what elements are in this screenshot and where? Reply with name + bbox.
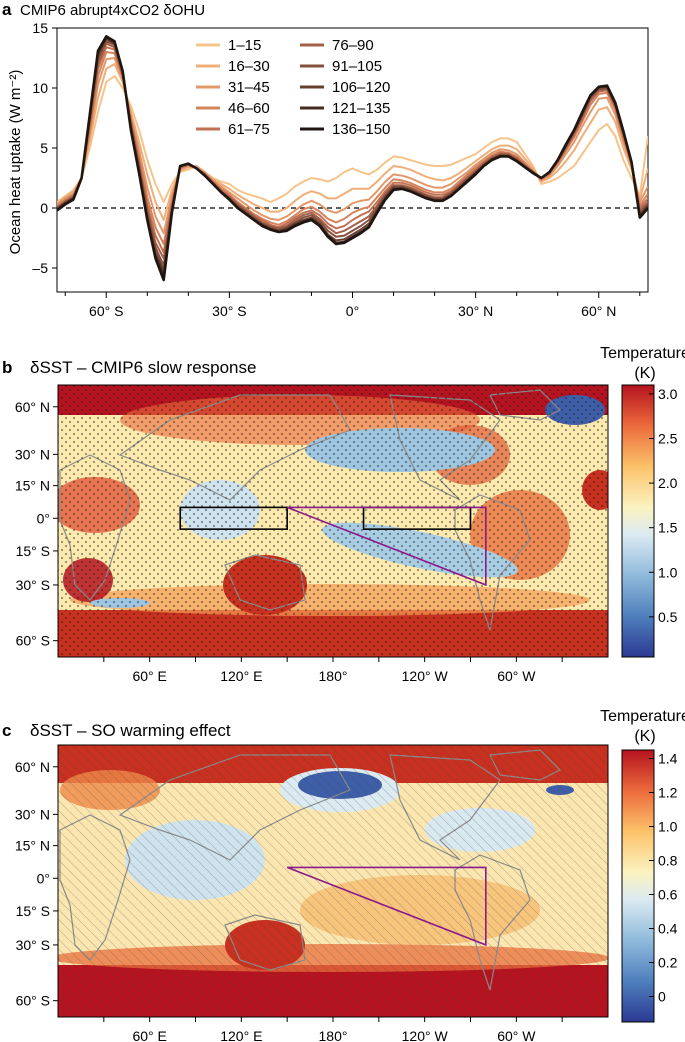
colorbar-tick-label: 2.0 bbox=[658, 475, 678, 491]
panel-b-stippling bbox=[58, 385, 608, 657]
panel-c-colorbar-ticks: 1.4 1.2 1.0 0.8 0.6 0.4 0.2 0 bbox=[649, 751, 678, 1005]
lon-tick-label: 120° E bbox=[220, 668, 262, 684]
colorbar-tick-label: 3.0 bbox=[658, 386, 678, 402]
series-line bbox=[57, 35, 648, 282]
lat-tick-label: 15° S bbox=[16, 543, 50, 559]
legend-label: 16–30 bbox=[228, 58, 270, 75]
legend-label: 31–45 bbox=[228, 79, 270, 96]
colorbar-tick-label: 2.5 bbox=[658, 431, 678, 447]
panel-b-map bbox=[58, 385, 608, 657]
lat-tick-label: 60° N bbox=[15, 399, 50, 415]
panel-b-lat-ticks: 60° N 30° N 15° N 0° 15° S 30° S 60° S bbox=[15, 399, 58, 649]
panel-a-y-ticks: 15 10 5 0 –5 bbox=[32, 20, 57, 276]
panel-b-title: δSST – CMIP6 slow response bbox=[30, 358, 256, 377]
panel-a: a CMIP6 abrupt4xCO2 δOHU Ocean heat upta… bbox=[2, 0, 649, 319]
legend-label: 136–150 bbox=[332, 121, 390, 138]
lon-tick-label: 120° W bbox=[402, 1028, 449, 1042]
colorbar-tick-label: 0.6 bbox=[658, 887, 678, 903]
x-tick-label: 30° N bbox=[458, 303, 493, 319]
colorbar-tick-label: 0 bbox=[658, 989, 666, 1005]
colorbar-tick-label: 0.2 bbox=[658, 955, 678, 971]
lat-tick-label: 60° S bbox=[16, 993, 50, 1009]
panel-b-colorbar-unit: (K) bbox=[634, 365, 655, 382]
series-line bbox=[57, 75, 648, 203]
colorbar-tick-label: 1.5 bbox=[658, 520, 678, 536]
colorbar-tick-label: 0.8 bbox=[658, 853, 678, 869]
lon-tick-label: 60° W bbox=[497, 668, 536, 684]
series-line bbox=[57, 63, 648, 221]
panel-b-colorbar-ticks: 3.0 2.5 2.0 1.5 1.0 0.5 bbox=[649, 386, 678, 625]
panel-c-hatching bbox=[58, 745, 608, 1017]
legend-label: 46–60 bbox=[228, 100, 270, 117]
region-box bbox=[179, 506, 288, 530]
colorbar-tick-label: 0.5 bbox=[658, 609, 678, 625]
y-tick-label: –5 bbox=[32, 260, 48, 276]
x-tick-label: 60° N bbox=[581, 303, 616, 319]
lat-tick-label: 15° N bbox=[15, 838, 50, 854]
panel-a-x-ticks: 60° S 30° S 0° 30° N 60° N bbox=[64, 292, 641, 319]
legend-label: 1–15 bbox=[228, 37, 261, 54]
panel-b: b δSST – CMIP6 slow response Temperature… bbox=[2, 345, 685, 684]
panel-c: c δSST – SO warming effect Temperature (… bbox=[2, 708, 685, 1042]
panel-b-letter: b bbox=[2, 358, 12, 377]
panel-c-lon-ticks: 60° E 120° E 180° 120° W 60° W bbox=[103, 1017, 563, 1042]
panel-a-legend: 1–15 16–30 31–45 46–60 61–75 76–90 91–105 106–1… bbox=[196, 37, 390, 138]
y-tick-label: 15 bbox=[32, 20, 48, 36]
series-line bbox=[57, 46, 648, 254]
panel-b-colorbar-title: Temperature bbox=[600, 345, 685, 362]
panel-a-series-lines bbox=[57, 35, 648, 282]
lat-tick-label: 15° S bbox=[16, 903, 50, 919]
lon-tick-label: 180° bbox=[319, 1028, 348, 1042]
y-tick-label: 5 bbox=[40, 140, 48, 156]
lon-tick-label: 120° E bbox=[220, 1028, 262, 1042]
lat-tick-label: 60° S bbox=[16, 633, 50, 649]
lon-tick-label: 60° W bbox=[497, 1028, 536, 1042]
colorbar-tick-label: 1.0 bbox=[658, 819, 678, 835]
legend-label: 91–105 bbox=[332, 58, 382, 75]
series-line bbox=[57, 57, 648, 235]
lat-tick-label: 30° S bbox=[16, 577, 50, 593]
x-tick-label: 60° S bbox=[89, 303, 123, 319]
lat-tick-label: 30° N bbox=[15, 806, 50, 822]
panel-c-letter: c bbox=[2, 721, 11, 740]
lon-tick-label: 120° W bbox=[402, 668, 449, 684]
legend-label: 106–120 bbox=[332, 79, 390, 96]
x-tick-label: 30° S bbox=[212, 303, 246, 319]
lon-tick-label: 60° E bbox=[132, 1028, 166, 1042]
panel-c-title: δSST – SO warming effect bbox=[30, 721, 231, 740]
lat-tick-label: 30° N bbox=[15, 446, 50, 462]
panel-c-colorbar bbox=[621, 749, 655, 1023]
legend-label: 76–90 bbox=[332, 37, 374, 54]
panel-c-colorbar-title: Temperature bbox=[600, 708, 685, 725]
legend-label: 121–135 bbox=[332, 100, 390, 117]
panel-c-triangle bbox=[286, 866, 487, 947]
panel-a-ylabel: Ocean heat uptake (W m⁻²) bbox=[7, 70, 24, 255]
lat-tick-label: 0° bbox=[37, 870, 50, 886]
lat-tick-label: 60° N bbox=[15, 759, 50, 775]
y-tick-label: 10 bbox=[32, 80, 48, 96]
colorbar-tick-label: 1.4 bbox=[658, 751, 678, 767]
colorbar-tick-label: 1.0 bbox=[658, 564, 678, 580]
lon-tick-label: 180° bbox=[319, 668, 348, 684]
panel-b-lon-ticks: 60° E 120° E 180° 120° W 60° W bbox=[103, 657, 563, 684]
panel-b-triangle bbox=[286, 506, 487, 587]
lat-tick-label: 15° N bbox=[15, 478, 50, 494]
panel-c-colorbar-unit: (K) bbox=[634, 728, 655, 745]
colorbar-tick-label: 0.4 bbox=[658, 921, 678, 937]
panel-a-title: CMIP6 abrupt4xCO2 δOHU bbox=[20, 2, 205, 19]
lat-tick-label: 30° S bbox=[16, 937, 50, 953]
panel-c-map bbox=[58, 745, 608, 1017]
x-tick-label: 0° bbox=[346, 303, 359, 319]
colorbar-tick-label: 1.2 bbox=[658, 785, 678, 801]
series-line bbox=[57, 51, 648, 245]
lon-tick-label: 60° E bbox=[132, 668, 166, 684]
y-tick-label: 0 bbox=[40, 200, 48, 216]
panel-c-lat-ticks: 60° N 30° N 15° N 0° 15° S 30° S 60° S bbox=[15, 759, 58, 1009]
panel-b-colorbar bbox=[621, 384, 655, 658]
lat-tick-label: 0° bbox=[37, 510, 50, 526]
legend-label: 61–75 bbox=[228, 121, 270, 138]
panel-a-letter: a bbox=[2, 0, 12, 19]
